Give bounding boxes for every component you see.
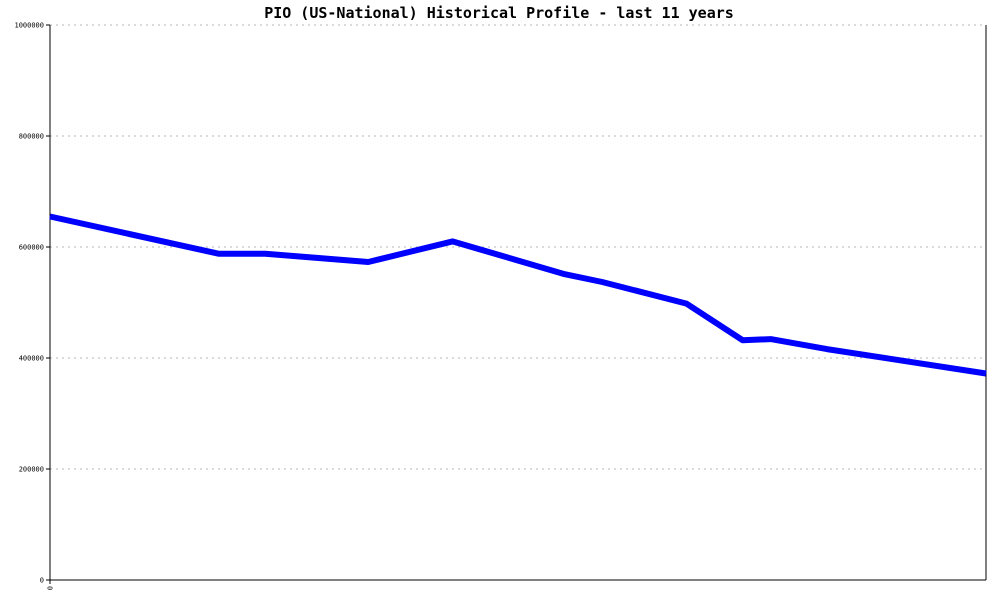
data-point [451, 240, 453, 242]
x-tick-label: 0 [47, 586, 55, 590]
data-point [217, 253, 219, 255]
chart-title: PIO (US-National) Historical Profile - l… [264, 4, 734, 22]
data-point [826, 348, 828, 350]
data-point [742, 339, 744, 341]
y-tick-label: 0 [40, 577, 44, 585]
data-point [49, 215, 51, 217]
y-tick-label: 600000 [19, 244, 44, 252]
tick-labels: 0 200000 400000 600000 800000 1000000 0 [14, 22, 54, 591]
series-layer [49, 213, 987, 377]
axes [46, 24, 987, 584]
data-point [601, 281, 603, 283]
series-line [49, 213, 987, 377]
data-point [770, 338, 772, 340]
data-point [685, 303, 687, 305]
data-point [264, 253, 266, 255]
y-tick-label: 800000 [19, 133, 44, 141]
y-tick-label: 400000 [19, 355, 44, 363]
data-point [985, 373, 987, 375]
data-point [564, 273, 566, 275]
y-tick-label: 1000000 [14, 22, 44, 30]
data-point [367, 261, 369, 263]
y-tick-label: 200000 [19, 466, 44, 474]
gridlines [50, 24, 986, 470]
